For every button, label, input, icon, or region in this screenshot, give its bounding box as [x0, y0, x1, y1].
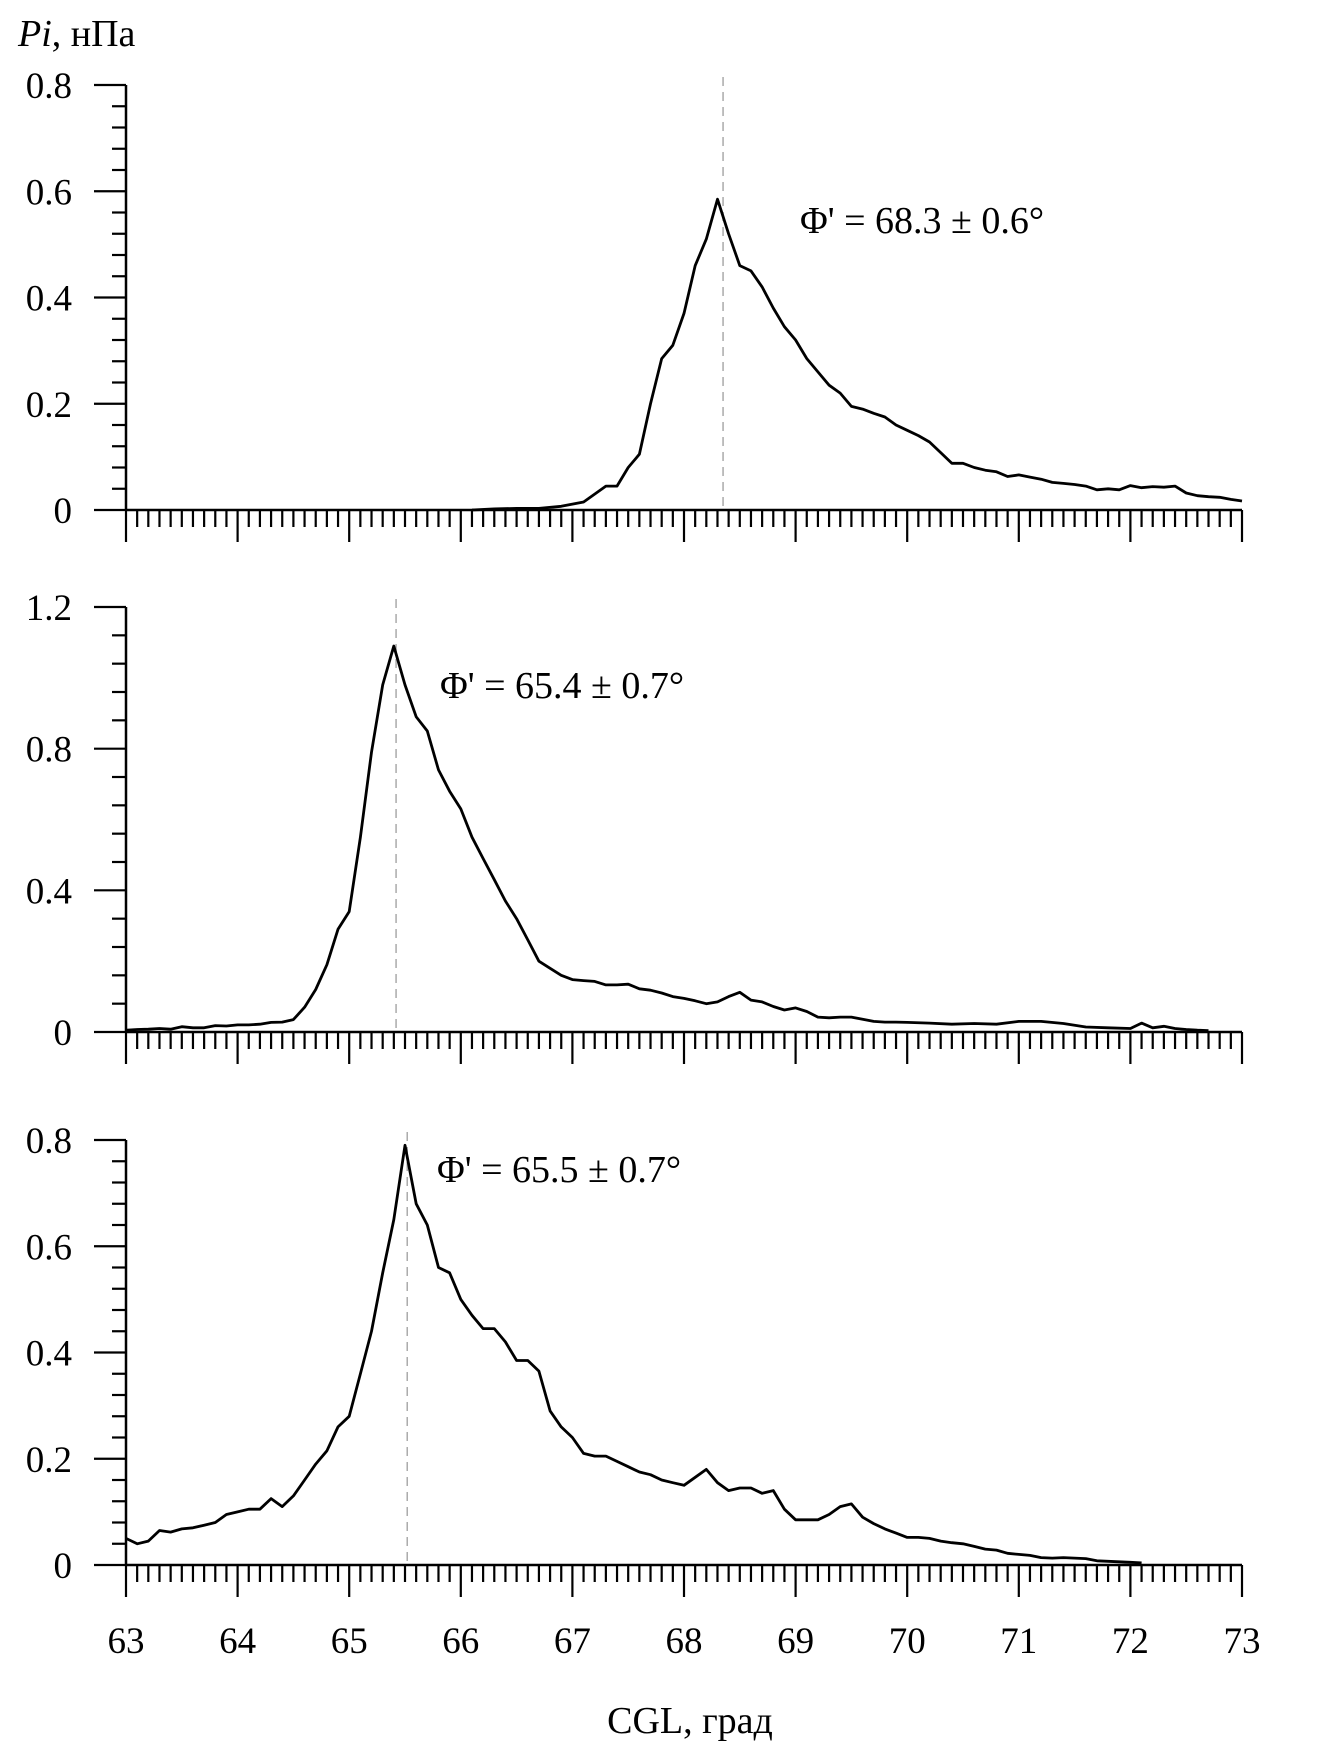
- x-tick-label: 69: [777, 1621, 814, 1662]
- y-tick-label: 0: [54, 1013, 73, 1054]
- y-axis-title-italic: Pi: [17, 13, 52, 55]
- panel-top: 0 0.2 0.4 0.6 0.8 Φ' = 68.3 ± 0.6°: [26, 66, 1244, 542]
- y-tick-label: 0.4: [26, 871, 72, 912]
- y-axis-title-units: , нПа: [52, 13, 136, 55]
- x-tick-label: 68: [666, 1621, 703, 1662]
- y-tick-label: 0: [54, 1546, 73, 1587]
- x-tick-label: 72: [1112, 1621, 1149, 1662]
- x-tick-label: 66: [442, 1621, 479, 1662]
- panel-bottom: 0 0.2 0.4 0.6 0.8 Φ' = 65.5 ± 0.7° 63 64 65 66 67 6…: [26, 1121, 1261, 1662]
- x-tick-label: 65: [331, 1621, 368, 1662]
- panel-middle: 0 0.4 0.8 1.2 Φ' = 65.4 ± 0.7°: [26, 588, 1244, 1064]
- x-tick-label: 67: [554, 1621, 591, 1662]
- y-tick-label: 0.8: [26, 730, 72, 771]
- x-tick-label: 70: [889, 1621, 926, 1662]
- peak-annotation: Φ' = 68.3 ± 0.6°: [800, 200, 1044, 242]
- x-tick-label: 73: [1224, 1621, 1261, 1662]
- y-tick-label: 0.2: [26, 385, 72, 426]
- y-tick-label: 0.4: [26, 279, 72, 320]
- series-line: [471, 197, 1243, 512]
- x-tick-label: 71: [1000, 1621, 1037, 1662]
- y-tick-label: 1.2: [26, 588, 72, 629]
- peak-annotation: Φ' = 65.5 ± 0.7°: [437, 1149, 681, 1191]
- y-tick-label: 0.8: [26, 66, 72, 107]
- y-axis-title: Pi, нПа: [17, 13, 136, 55]
- y-tick-label: 0.4: [26, 1334, 72, 1375]
- y-tick-label: 0.8: [26, 1121, 72, 1162]
- y-tick-label: 0.6: [26, 172, 72, 213]
- y-tick-label: 0: [54, 491, 73, 532]
- x-tick-label: 63: [108, 1621, 145, 1662]
- y-tick-label: 0.2: [26, 1440, 72, 1481]
- x-axis-title: CGL, град: [607, 1700, 773, 1742]
- peak-annotation: Φ' = 65.4 ± 0.7°: [440, 665, 684, 707]
- x-tick-label: 64: [219, 1621, 256, 1662]
- series-line: [125, 1143, 1142, 1565]
- y-tick-label: 0.6: [26, 1227, 72, 1268]
- series-line: [125, 644, 1209, 1032]
